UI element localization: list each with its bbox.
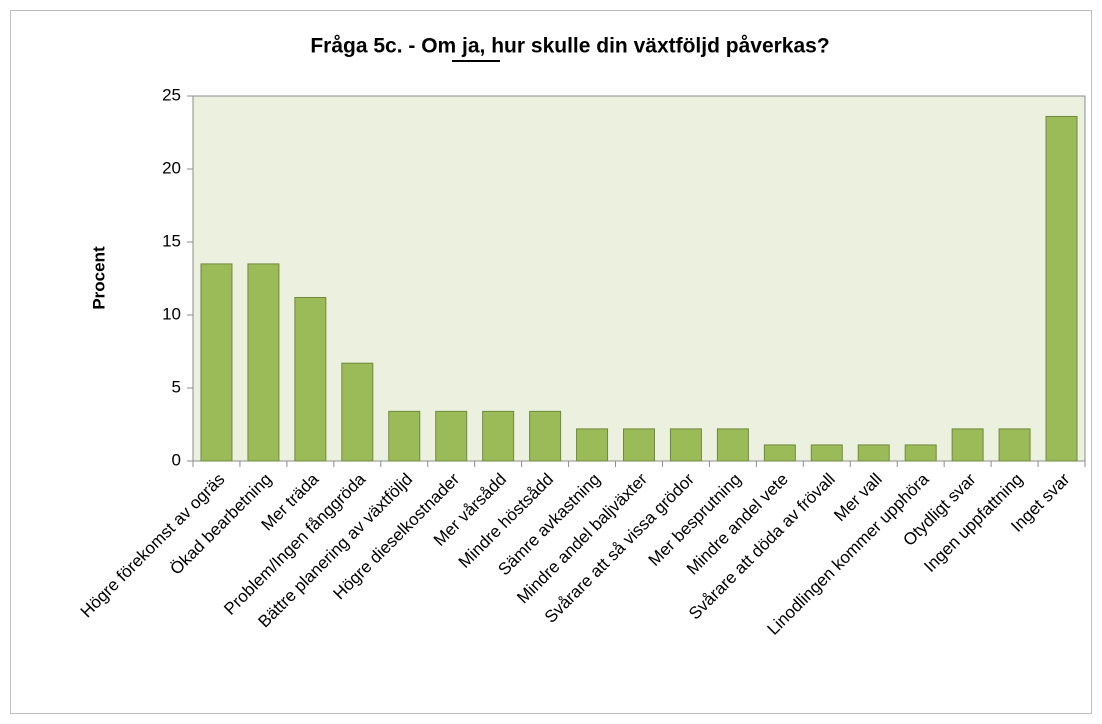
y-axis-label: Procent <box>89 246 108 310</box>
bar <box>294 296 327 462</box>
bar <box>857 444 890 462</box>
bar <box>247 263 280 462</box>
bar <box>388 410 421 462</box>
y-tick-label: 20 <box>162 158 181 177</box>
plot-area <box>192 95 1086 462</box>
y-tick-label: 5 <box>172 377 181 396</box>
y-tick-label: 25 <box>162 85 181 104</box>
bar <box>200 263 233 462</box>
bar <box>904 444 937 462</box>
bar <box>998 428 1031 462</box>
bar <box>435 410 468 462</box>
bar <box>576 428 609 462</box>
bar <box>669 428 702 462</box>
chart-title: Fråga 5c. - Om ja, hur skulle din växtfö… <box>310 35 829 58</box>
bar <box>763 444 796 462</box>
bar <box>1045 115 1078 462</box>
bar <box>716 428 749 462</box>
y-tick-label: 10 <box>162 304 181 323</box>
bar <box>951 428 984 462</box>
bar <box>810 444 843 462</box>
bar <box>482 410 515 462</box>
y-tick-label: 0 <box>172 450 181 469</box>
bar <box>341 362 374 462</box>
bar <box>529 410 562 462</box>
y-tick-label: 15 <box>162 231 181 250</box>
bar <box>623 428 655 462</box>
